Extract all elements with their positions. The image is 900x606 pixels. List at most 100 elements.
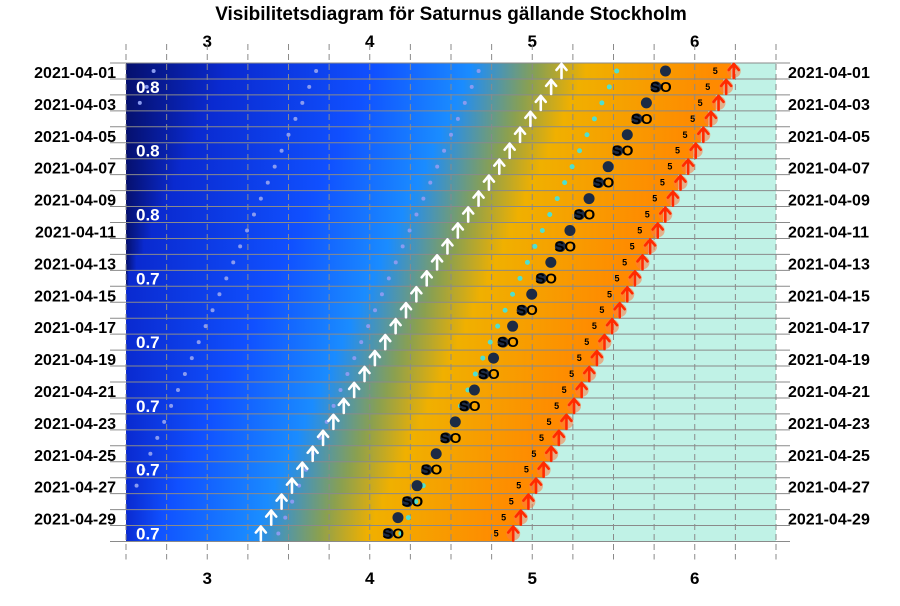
planet-rise-arrow <box>492 158 506 175</box>
planet-point <box>507 320 519 332</box>
guide-dot <box>238 244 243 249</box>
dawn-point <box>472 371 478 377</box>
guide-dot <box>345 372 350 377</box>
planet-point <box>526 288 538 300</box>
date-label-right: 2021-04-09 <box>788 193 870 210</box>
sun-altitude-label: 5 <box>690 114 695 124</box>
bottom-axis: 3 4 5 6 <box>203 569 700 588</box>
guide-dot <box>176 387 180 392</box>
sun-altitude-label: 5 <box>615 273 620 283</box>
date-label-right: 2021-04-07 <box>788 161 870 178</box>
guide-dot <box>217 292 222 297</box>
guide-dot <box>189 356 194 361</box>
guide-dot <box>283 515 288 520</box>
date-label-left: 2021-04-19 <box>34 352 116 369</box>
planet-rise-arrow <box>368 349 382 367</box>
planet-point <box>392 512 404 524</box>
guide-dot <box>366 324 371 329</box>
hour-tick-label-top: 4 <box>365 32 375 51</box>
sunrise-arrow <box>590 349 604 367</box>
planet-point <box>583 193 595 205</box>
planet-rise-arrow <box>358 365 371 383</box>
planet-rise-arrow <box>482 174 496 191</box>
guide-dot <box>134 483 139 488</box>
date-label-right: 2021-04-03 <box>788 97 870 114</box>
date-label-right: 2021-04-17 <box>788 320 870 337</box>
dawn-point <box>398 531 404 537</box>
dawn-point <box>554 196 560 202</box>
dawn-point <box>524 259 530 265</box>
planet-rise-arrow <box>275 493 288 510</box>
dawn-point <box>532 243 538 249</box>
planet-point <box>382 528 394 540</box>
sunrise-arrow <box>552 429 566 447</box>
date-label-right: 2021-04-27 <box>788 480 870 497</box>
chart-marks: 555555555555555555555555555555SOSOSOSOSO… <box>134 62 741 544</box>
date-label-left: 2021-04-03 <box>34 97 116 114</box>
planet-point <box>421 464 433 476</box>
date-label-right: 2021-04-21 <box>788 384 870 401</box>
date-label-right: 2021-04-29 <box>788 512 870 529</box>
guide-dot <box>290 499 295 504</box>
date-label-left: 2021-04-21 <box>34 384 116 401</box>
date-label-left: 2021-04-15 <box>34 288 116 305</box>
guide-dot <box>155 435 160 440</box>
magnitude-label: 0.7 <box>136 525 160 544</box>
date-label-right: 2021-04-25 <box>788 448 870 465</box>
sun-altitude-label: 5 <box>660 178 665 188</box>
date-label-left: 2021-04-09 <box>34 193 116 210</box>
so-label: SO <box>382 526 404 543</box>
sun-altitude-label: 5 <box>683 130 688 140</box>
magnitude-label: 0.7 <box>136 397 160 416</box>
so-label: SO <box>612 143 634 160</box>
date-label-left: 2021-04-17 <box>34 320 116 337</box>
sun-altitude-label: 5 <box>599 305 604 315</box>
date-label-left: 2021-04-27 <box>34 480 116 497</box>
guide-dot <box>162 419 167 424</box>
guide-dot <box>151 68 156 73</box>
dawn-point <box>495 323 501 329</box>
planet-point <box>497 336 509 348</box>
sun-altitude-label: 5 <box>516 481 521 491</box>
dawn-point <box>591 116 597 122</box>
hour-tick-label-top: 3 <box>203 32 212 51</box>
sun-altitude-label: 5 <box>713 66 718 76</box>
date-label-left: 2021-04-23 <box>34 416 116 433</box>
sunrise-arrow <box>628 270 642 287</box>
sun-altitude-label: 5 <box>584 337 589 347</box>
sun-altitude-label: 5 <box>675 146 680 156</box>
sunrise-arrow <box>674 174 687 191</box>
planet-point <box>430 448 442 460</box>
sunrise-arrow <box>620 285 634 303</box>
sunrise-arrow <box>651 222 664 239</box>
guide-dot <box>196 340 201 345</box>
guide-dot <box>373 308 378 313</box>
guide-dot <box>169 403 174 408</box>
sunrise-arrow <box>582 365 596 383</box>
dawn-point <box>577 148 583 154</box>
planet-point <box>660 65 671 77</box>
sun-altitude-label: 5 <box>652 194 657 204</box>
date-label-left: 2021-04-13 <box>34 256 116 273</box>
so-label: SO <box>459 398 481 415</box>
sun-altitude-label: 5 <box>524 465 529 475</box>
sun-altitude-label: 5 <box>501 513 506 523</box>
guide-dot <box>455 116 460 121</box>
sun-altitude-label: 5 <box>705 82 710 92</box>
planet-point <box>640 97 652 109</box>
date-label-left: 2021-04-25 <box>34 448 116 465</box>
planet-point <box>449 416 461 428</box>
sun-altitude-label: 5 <box>645 210 650 220</box>
magnitude-label: 0.7 <box>136 333 160 352</box>
dawn-point <box>584 132 590 138</box>
guide-dot <box>251 212 256 217</box>
sunrise-arrow <box>544 445 558 463</box>
date-label-left: 2021-04-01 <box>34 65 116 82</box>
guide-dot <box>286 132 291 137</box>
dawn-point <box>562 180 568 186</box>
date-label-left: 2021-04-29 <box>34 512 116 529</box>
guide-dot <box>314 68 319 73</box>
hour-tick-label-bottom: 3 <box>203 569 212 588</box>
planet-rise-arrow <box>316 429 330 447</box>
guide-dot <box>137 100 142 105</box>
